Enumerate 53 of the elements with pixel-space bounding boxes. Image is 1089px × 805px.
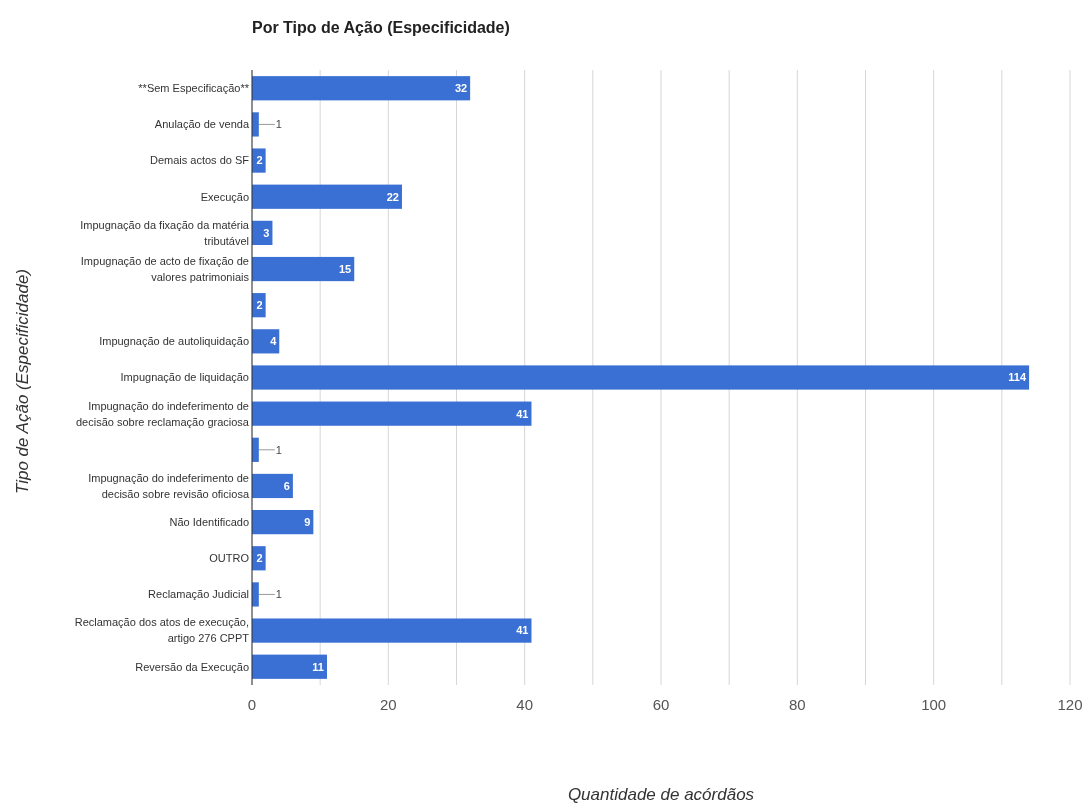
bar: [252, 365, 1030, 390]
y-tick-label: Reclamação Judicial: [148, 588, 249, 601]
bar: [252, 582, 259, 607]
bar: [252, 473, 293, 499]
data-label: 6: [283, 479, 290, 492]
bar: [252, 256, 355, 282]
x-tick-label: 0: [247, 696, 257, 713]
y-tick-label: Impugnação de autoliquidação: [99, 335, 249, 348]
data-label: 11: [312, 660, 324, 673]
x-tick-label: 40: [516, 696, 534, 713]
y-tick-label: Impugnação de acto de fixação de valores patrimoniais: [80, 254, 250, 283]
y-tick-label: Execução: [200, 190, 249, 203]
bar: [252, 76, 471, 101]
data-label: 1: [275, 443, 282, 456]
data-label: 22: [386, 190, 399, 203]
x-tick-label: 80: [788, 696, 806, 713]
x-axis-title: Quantidade de acórdãos: [567, 785, 755, 804]
y-tick-label: Anulação de venda: [154, 118, 250, 131]
x-tick-label: 100: [921, 696, 947, 713]
y-tick-label: Reversão da Execução: [135, 660, 249, 673]
x-tick-label: 20: [379, 696, 397, 713]
bar: [252, 618, 532, 643]
chart-title: Por Tipo de Ação (Especificidade): [252, 19, 510, 36]
data-label: 1: [275, 588, 282, 601]
data-label: 2: [256, 552, 263, 565]
data-label: 3: [263, 226, 270, 239]
y-tick-label: **Sem Especificação**: [138, 82, 250, 95]
data-label: 1: [275, 118, 282, 131]
data-label: 41: [516, 624, 529, 637]
y-tick-label: Reclamação dos atos de execução, artigo 276 CPPT: [74, 616, 250, 645]
data-label: 41: [516, 407, 529, 420]
data-label: 32: [454, 82, 468, 95]
data-label: 2: [256, 154, 263, 167]
bar: [252, 401, 532, 426]
bar: [252, 654, 327, 679]
bar: [252, 112, 259, 137]
data-label: 114: [1008, 371, 1027, 384]
y-tick-label: Impugnação do indeferimento de decisão sobre reclamação graciosa: [75, 399, 250, 428]
data-label: 9: [304, 515, 311, 528]
y-tick-label: OUTRO: [209, 552, 250, 565]
y-axis-title: Tipo de Ação (Especificidade): [13, 268, 32, 495]
x-tick-label: 60: [652, 696, 670, 713]
y-tick-label: Impugnação do indeferimento de decisão sobre revisão oficiosa: [88, 471, 250, 500]
y-tick-label: Demais actos do SF: [149, 154, 250, 167]
data-label: 2: [256, 299, 263, 312]
x-tick-label: 120: [1057, 696, 1083, 713]
data-label: 4: [270, 335, 278, 348]
bar: [252, 184, 402, 209]
y-tick-label: Não Identificado: [169, 515, 249, 528]
bar: [252, 510, 314, 535]
y-tick-label: Impugnação de liquidação: [120, 371, 249, 384]
y-tick-label: Impugnação da fixação da matéria tributável: [80, 218, 250, 247]
data-label: 15: [339, 262, 352, 275]
